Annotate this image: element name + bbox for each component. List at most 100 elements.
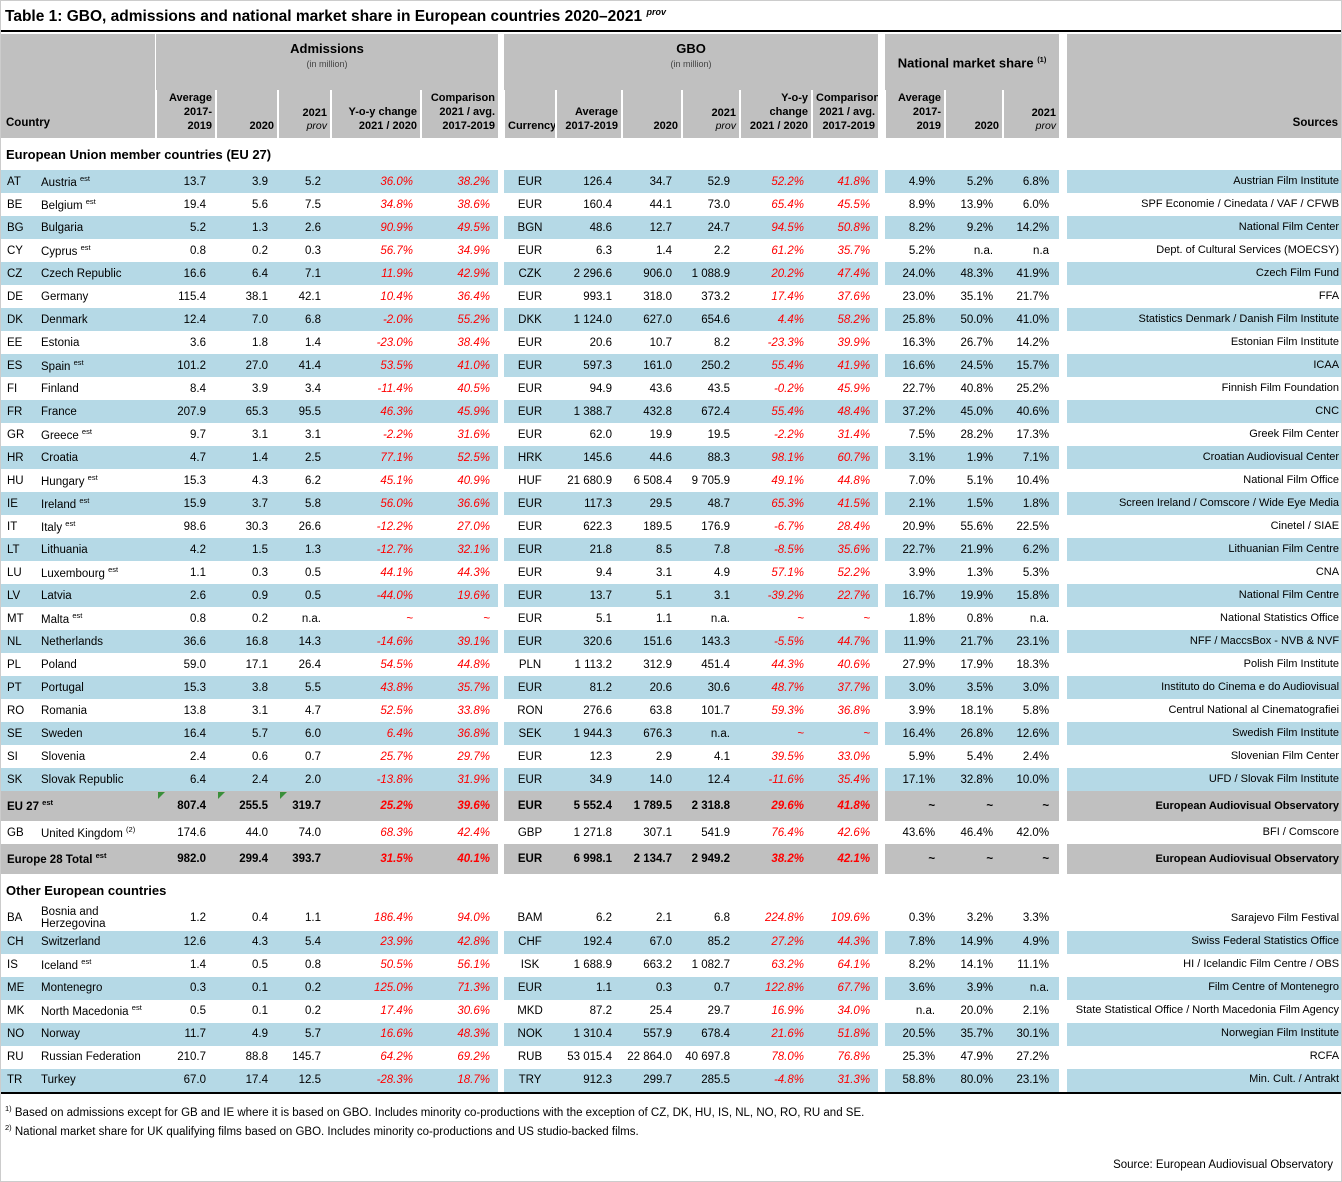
- cell-currency: CZK: [504, 262, 556, 286]
- cell-currency: HUF: [504, 469, 556, 493]
- cell-adm-2021: 5.5: [278, 676, 331, 700]
- table-row: ES Spain est 101.2 27.0 41.4 53.5% 41.0% EUR 597…: [1, 354, 1341, 378]
- country-name-text: Ireland: [41, 498, 77, 511]
- section-gap: [1059, 607, 1068, 631]
- country-name-text: Lithuania: [41, 543, 88, 556]
- total-label-superscript: est: [95, 851, 107, 861]
- section-gap: [498, 999, 504, 1023]
- cell-source: SPF Economie / Cinedata / VAF / CFWB: [1067, 193, 1341, 217]
- cell-currency: EUR: [504, 791, 556, 822]
- cell-gbo-2021: 48.7: [682, 492, 740, 516]
- cell-source: Swiss Federal Statistics Office: [1067, 930, 1341, 954]
- country-name-superscript: est: [108, 564, 119, 574]
- cell-country-name: Denmark: [37, 308, 156, 332]
- cell-adm-yoy: 10.4%: [331, 285, 421, 309]
- cell-adm-comparison: 33.8%: [421, 699, 498, 723]
- cell-gbo-2020: 44.6: [622, 446, 682, 470]
- cell-adm-yoy: 43.8%: [331, 676, 421, 700]
- cell-ms-avg: 22.7%: [885, 377, 946, 401]
- cell-ms-2020: 80.0%: [945, 1068, 1004, 1093]
- cell-adm-comparison: 36.8%: [421, 722, 498, 746]
- cell-currency: PLN: [504, 653, 556, 677]
- cell-gbo-2020: 299.7: [622, 1068, 682, 1093]
- cell-adm-2021: 0.8: [278, 953, 331, 977]
- cell-country-code: SE: [1, 722, 37, 746]
- cell-adm-comparison: 19.6%: [421, 584, 498, 608]
- cell-gbo-yoy: 65.3%: [740, 492, 812, 516]
- cell-ms-2021: n.a.: [1003, 976, 1060, 1000]
- cell-adm-avg: 13.7: [156, 170, 216, 194]
- cell-gbo-comparison: 76.8%: [812, 1045, 879, 1069]
- section-gap: [498, 653, 504, 677]
- cell-source: Finnish Film Foundation: [1067, 377, 1341, 401]
- cell-country-name: Bulgaria: [37, 216, 156, 240]
- cell-ms-2020: 5.2%: [945, 170, 1004, 194]
- cell-ms-2021: 12.6%: [1003, 722, 1060, 746]
- country-name-text: Portugal: [41, 681, 84, 694]
- cell-adm-avg: 8.4: [156, 377, 216, 401]
- cell-adm-yoy: -12.7%: [331, 538, 421, 562]
- cell-source: Centrul National al Cinematografiei: [1067, 699, 1341, 723]
- cell-country-code: RU: [1, 1045, 37, 1069]
- cell-ms-2020: 26.8%: [945, 722, 1004, 746]
- table-row: GB United Kingdom (2) 174.6 44.0 74.0 68.3% 42…: [1, 821, 1341, 845]
- cell-gbo-2020: 1.1: [622, 607, 682, 631]
- cell-adm-avg: 0.5: [156, 999, 216, 1023]
- cell-gbo-avg: 622.3: [556, 515, 622, 539]
- section-gap: [878, 1045, 886, 1069]
- cell-gbo-yoy: 224.8%: [740, 906, 812, 931]
- cell-gbo-avg: 9.4: [556, 561, 622, 585]
- cell-gbo-avg: 1 113.2: [556, 653, 622, 677]
- cell-country-code: TR: [1, 1068, 37, 1093]
- cell-adm-avg: 6.4: [156, 768, 216, 792]
- cell-gbo-yoy: 61.2%: [740, 239, 812, 263]
- cell-ms-2021: 4.9%: [1003, 930, 1060, 954]
- cell-gbo-2021: 52.9: [682, 170, 740, 194]
- cell-gbo-avg: 5 552.4: [556, 791, 622, 822]
- cell-adm-2021: 12.5: [278, 1068, 331, 1093]
- cell-adm-comparison: 40.5%: [421, 377, 498, 401]
- section-header-label: European Union member countries (EU 27): [1, 138, 1068, 171]
- cell-currency: EUR: [504, 377, 556, 401]
- cell-adm-2020: 4.9: [216, 1022, 278, 1046]
- cell-gbo-avg: 2 296.6: [556, 262, 622, 286]
- cell-adm-2021: 7.5: [278, 193, 331, 217]
- cell-adm-avg: 1.2: [156, 906, 216, 931]
- section-gap: [498, 722, 504, 746]
- cell-gbo-avg: 117.3: [556, 492, 622, 516]
- cell-ms-avg: 1.8%: [885, 607, 946, 631]
- country-name-text: Denmark: [41, 313, 88, 326]
- table-row: MK North Macedonia est 0.5 0.1 0.2 17.4% 30.6%…: [1, 999, 1341, 1023]
- cell-ms-2020: 19.9%: [945, 584, 1004, 608]
- cell-gbo-comparison: 52.2%: [812, 561, 879, 585]
- cell-gbo-2021: 176.9: [682, 515, 740, 539]
- table-row: TR Turkey 67.0 17.4 12.5 -28.3% 18.7% TRY 912.3 2…: [1, 1068, 1341, 1093]
- cell-ms-2021: 40.6%: [1003, 400, 1060, 424]
- cell-ms-avg: 16.7%: [885, 584, 946, 608]
- cell-gbo-2021: 0.7: [682, 976, 740, 1000]
- cell-gbo-2021: 1 082.7: [682, 953, 740, 977]
- cell-gbo-2021: 7.8: [682, 538, 740, 562]
- cell-gbo-2021: 6.8: [682, 906, 740, 931]
- cell-ms-2020: 45.0%: [945, 400, 1004, 424]
- cell-gbo-2021: 9 705.9: [682, 469, 740, 493]
- section-gap: [878, 469, 886, 493]
- cell-ms-avg: 3.1%: [885, 446, 946, 470]
- cell-gbo-2020: 3.1: [622, 561, 682, 585]
- cell-adm-yoy: 11.9%: [331, 262, 421, 286]
- cell-gbo-avg: 276.6: [556, 699, 622, 723]
- cell-country-name: Germany: [37, 285, 156, 309]
- cell-country-code: FI: [1, 377, 37, 401]
- cell-gbo-2020: 25.4: [622, 999, 682, 1023]
- cell-adm-2021: 42.1: [278, 285, 331, 309]
- cell-adm-avg: 19.4: [156, 193, 216, 217]
- cell-gbo-comparison: 41.8%: [812, 170, 879, 194]
- cell-gbo-comparison: 47.4%: [812, 262, 879, 286]
- cell-gbo-avg: 62.0: [556, 423, 622, 447]
- cell-gbo-yoy: 76.4%: [740, 821, 812, 845]
- cell-currency: DKK: [504, 308, 556, 332]
- ms-2021-prov: prov: [1035, 120, 1057, 133]
- cell-ms-2020: ~: [945, 791, 1004, 822]
- cell-ms-2020: 14.9%: [945, 930, 1004, 954]
- table-row: LT Lithuania 4.2 1.5 1.3 -12.7% 32.1% EUR 21.8 8.…: [1, 538, 1341, 562]
